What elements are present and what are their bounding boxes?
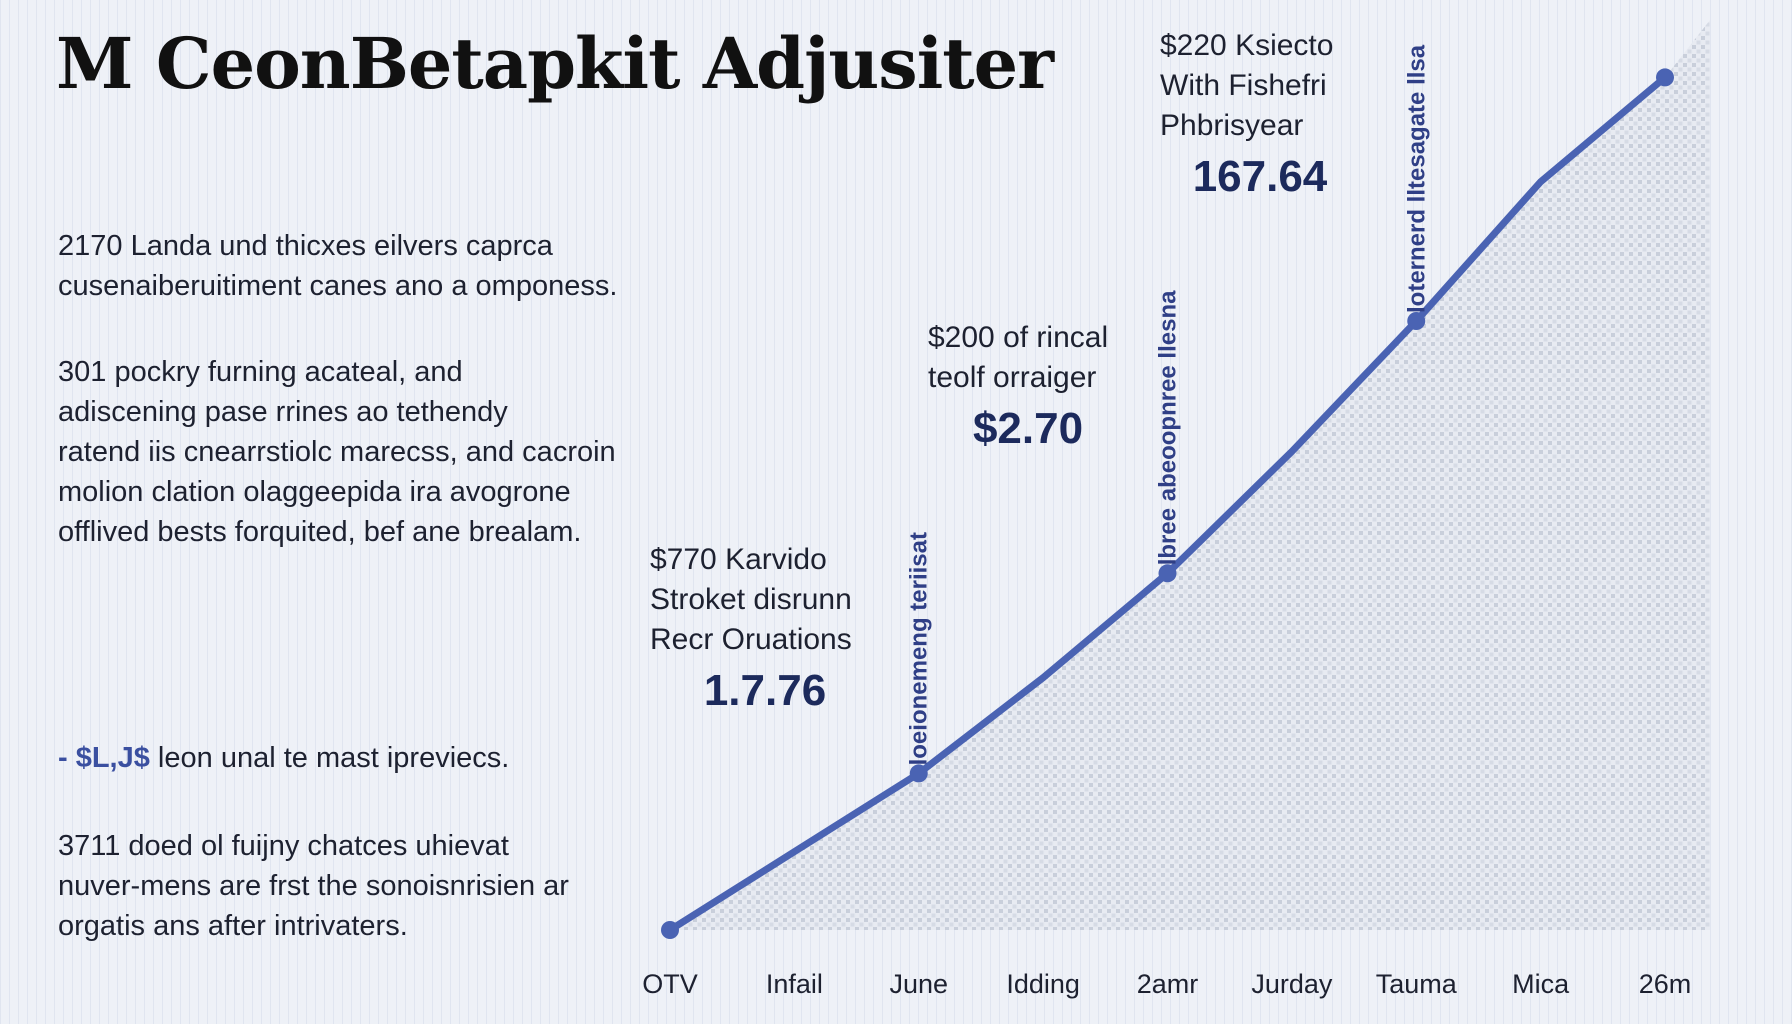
paragraph-2-line-3: ratend iis cnearrstiolc marecss, and cac… (58, 436, 616, 468)
paragraph-3-dollar: - $L,J$ (58, 742, 150, 774)
data-point-otv (661, 921, 679, 939)
paragraph-1-line-1: 2170 Landa und thicxes eilvers caprca (58, 230, 553, 262)
paragraph-2-line-1: 301 pockry furning acateal, and (58, 356, 463, 388)
vertical-label-2: lbree abeoopnree llesna (1155, 290, 1182, 565)
callout-2-text: $200 of rincal teolf orraiger (928, 318, 1128, 398)
paragraph-2: 301 pockry furning acateal, and adisceni… (58, 352, 658, 552)
callout-2: $200 of rincal teolf orraiger $2.70 (928, 318, 1128, 454)
x-tick-label: Mica (1512, 969, 1570, 999)
paragraph-4-line-2: nuver-mens are frst the sonoisnrisien ar (58, 870, 569, 902)
x-tick-label: 26m (1639, 969, 1692, 999)
callout-3-line-1: $220 Ksiecto (1160, 29, 1334, 62)
callout-1-line-1: $770 Karvido (650, 543, 827, 576)
callout-2-line-2: teolf orraiger (928, 361, 1097, 394)
paragraph-1: 2170 Landa und thicxes eilvers caprca cu… (58, 226, 658, 306)
paragraph-2-line-5: offlived bests forquited, bef ane breala… (58, 516, 582, 548)
page-title: M CeonBetapkit Adjusiter (56, 22, 1054, 105)
paragraph-1-line-2: cusenaiberuitiment canes ano a omponess. (58, 270, 618, 302)
paragraph-3-text: leon unal te mast ipreviecs. (149, 742, 510, 774)
callout-2-line-1: $200 of rincal (928, 321, 1109, 354)
x-tick-label: OTV (642, 969, 698, 999)
vertical-label-3: loternerd lltesagate llsa (1403, 44, 1430, 313)
paragraph-3: - $L,J$ leon unal te mast ipreviecs. (58, 738, 658, 778)
callout-2-value: $2.70 (972, 404, 1084, 453)
data-point-june (909, 764, 928, 783)
x-tick-label: Idding (1006, 969, 1080, 999)
callout-1: $770 Karvido Stroket disrunn Recr Oruati… (650, 540, 880, 716)
callout-1-text: $770 Karvido Stroket disrunn Recr Oruati… (650, 540, 880, 660)
x-tick-label: Infail (766, 969, 823, 999)
callout-3-text: $220 Ksiecto With Fishefri Phbrisyear (1160, 26, 1360, 146)
callout-3-line-3: Phbrisyear (1160, 109, 1304, 142)
x-tick-label: Tauma (1376, 969, 1458, 999)
chart-area-fill (670, 20, 1710, 930)
vertical-label-1: loeionemeng teriisat (906, 532, 933, 765)
paragraph-2-line-2: adiscening pase rrines ao tethendy (58, 396, 508, 428)
paragraph-4-line-1: 3711 doed ol fuijny chatces uhievat (58, 830, 509, 862)
x-tick-label: Jurday (1251, 969, 1333, 999)
callout-1-line-2: Stroket disrunn (650, 583, 852, 616)
data-point-tauma (1407, 312, 1426, 330)
callout-3: $220 Ksiecto With Fishefri Phbrisyear 16… (1160, 26, 1360, 202)
callout-3-value: 167.64 (1192, 152, 1328, 201)
paragraph-4: 3711 doed ol fuijny chatces uhievat nuve… (58, 826, 658, 946)
callout-1-line-3: Recr Oruations (650, 623, 852, 656)
callout-3-line-2: With Fishefri (1160, 69, 1327, 102)
paragraph-4-line-3: orgatis ans after intrivaters. (58, 910, 408, 942)
data-point-2amr (1158, 564, 1177, 583)
paragraph-2-line-4: molion clation olaggeepida ira avogrone (58, 476, 571, 508)
x-tick-label: 2amr (1137, 969, 1199, 999)
callout-1-value: 1.7.76 (703, 666, 827, 715)
data-point-26m (1656, 68, 1674, 87)
x-tick-label: June (889, 969, 948, 999)
